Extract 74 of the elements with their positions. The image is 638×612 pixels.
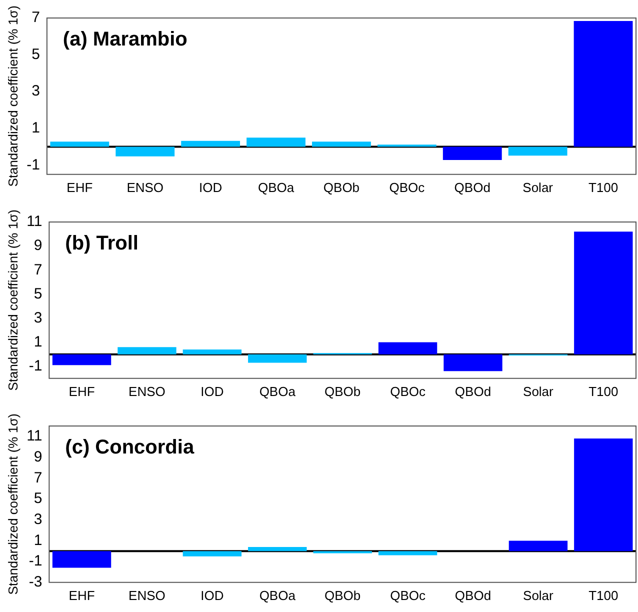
- bar: [312, 142, 371, 147]
- x-tick-label: EHF: [68, 384, 95, 399]
- bar: [248, 354, 307, 363]
- y-axis-title: Standardized coefficient (% 1σ): [5, 414, 20, 595]
- bar: [508, 540, 568, 552]
- y-tick-label: 1: [34, 532, 42, 549]
- y-tick-label: 3: [32, 82, 40, 100]
- x-tick-label: QBOb: [324, 384, 361, 399]
- bar: [574, 438, 633, 552]
- bar: [52, 354, 112, 366]
- x-tick-label: QBOb: [323, 180, 360, 195]
- bar: [52, 551, 112, 568]
- bar: [378, 551, 438, 556]
- x-tick-label: IOD: [199, 180, 222, 195]
- y-tick-label: 1: [32, 120, 40, 137]
- bar: [182, 350, 242, 354]
- y-axis-title: Standardized coefficient (% 1σ): [5, 210, 20, 391]
- x-tick-label: EHF: [68, 588, 95, 603]
- x-tick-label: T100: [588, 180, 618, 195]
- bar: [182, 551, 242, 556]
- bar: [248, 546, 307, 552]
- x-tick-label: IOD: [200, 384, 224, 399]
- x-tick-label: T100: [588, 588, 618, 603]
- x-tick-label: Solar: [523, 588, 554, 603]
- x-tick-label: QBOd: [454, 384, 492, 399]
- bar: [378, 342, 438, 354]
- text: (c) Concordia: [65, 436, 195, 459]
- x-tick-label: ENSO: [128, 384, 166, 399]
- y-tick-label: 9: [34, 237, 42, 254]
- bar: [246, 138, 306, 147]
- y-tick-label: 11: [26, 428, 42, 445]
- text: (b) Troll: [65, 232, 138, 255]
- x-tick-label: QBOa: [259, 588, 296, 603]
- bar: [118, 347, 176, 354]
- y-tick-label: -1: [28, 358, 42, 375]
- bar: [181, 140, 240, 147]
- x-tick-label: QBOd: [454, 180, 490, 195]
- bar: [116, 146, 175, 156]
- bar: [442, 146, 502, 160]
- y-tick-label: 11: [26, 213, 42, 230]
- y-tick-label: 7: [34, 261, 42, 278]
- x-tick-label: QBOc: [390, 588, 426, 603]
- x-tick-label: ENSO: [128, 588, 166, 603]
- y-tick-label: -3: [28, 574, 42, 591]
- y-tick-label: 1: [34, 333, 42, 350]
- y-tick-label: 5: [34, 285, 42, 302]
- x-tick-label: QBOc: [390, 384, 426, 399]
- x-tick-label: Solar: [523, 384, 554, 399]
- x-tick-label: T100: [588, 384, 618, 399]
- bar: [508, 146, 568, 156]
- bar: [50, 142, 110, 147]
- text: (a) Marambio: [62, 28, 188, 51]
- x-tick-label: IOD: [200, 588, 224, 603]
- y-tick-label: 3: [34, 510, 42, 528]
- x-tick-label: QBOa: [258, 180, 295, 195]
- y-axis-title: Standardized coefficient (% 1σ): [5, 6, 20, 187]
- bar: [444, 354, 502, 372]
- y-tick-label: -1: [26, 156, 40, 174]
- y-tick-label: 7: [34, 469, 42, 486]
- y-tick-label: 7: [32, 9, 40, 26]
- y-tick-label: 3: [34, 309, 42, 326]
- bar: [574, 232, 633, 354]
- x-tick-label: QBOa: [259, 384, 296, 399]
- x-tick-label: ENSO: [126, 180, 164, 195]
- x-tick-label: QBOc: [389, 180, 426, 195]
- x-tick-label: QBOb: [324, 588, 361, 603]
- y-tick-label: 9: [34, 448, 42, 466]
- x-tick-label: EHF: [66, 180, 93, 195]
- bar: [574, 20, 633, 147]
- y-tick-label: -1: [28, 552, 42, 570]
- x-tick-label: QBOd: [454, 588, 492, 603]
- y-tick-label: 5: [32, 46, 40, 63]
- x-tick-label: Solar: [522, 180, 554, 195]
- y-tick-label: 5: [34, 490, 42, 508]
